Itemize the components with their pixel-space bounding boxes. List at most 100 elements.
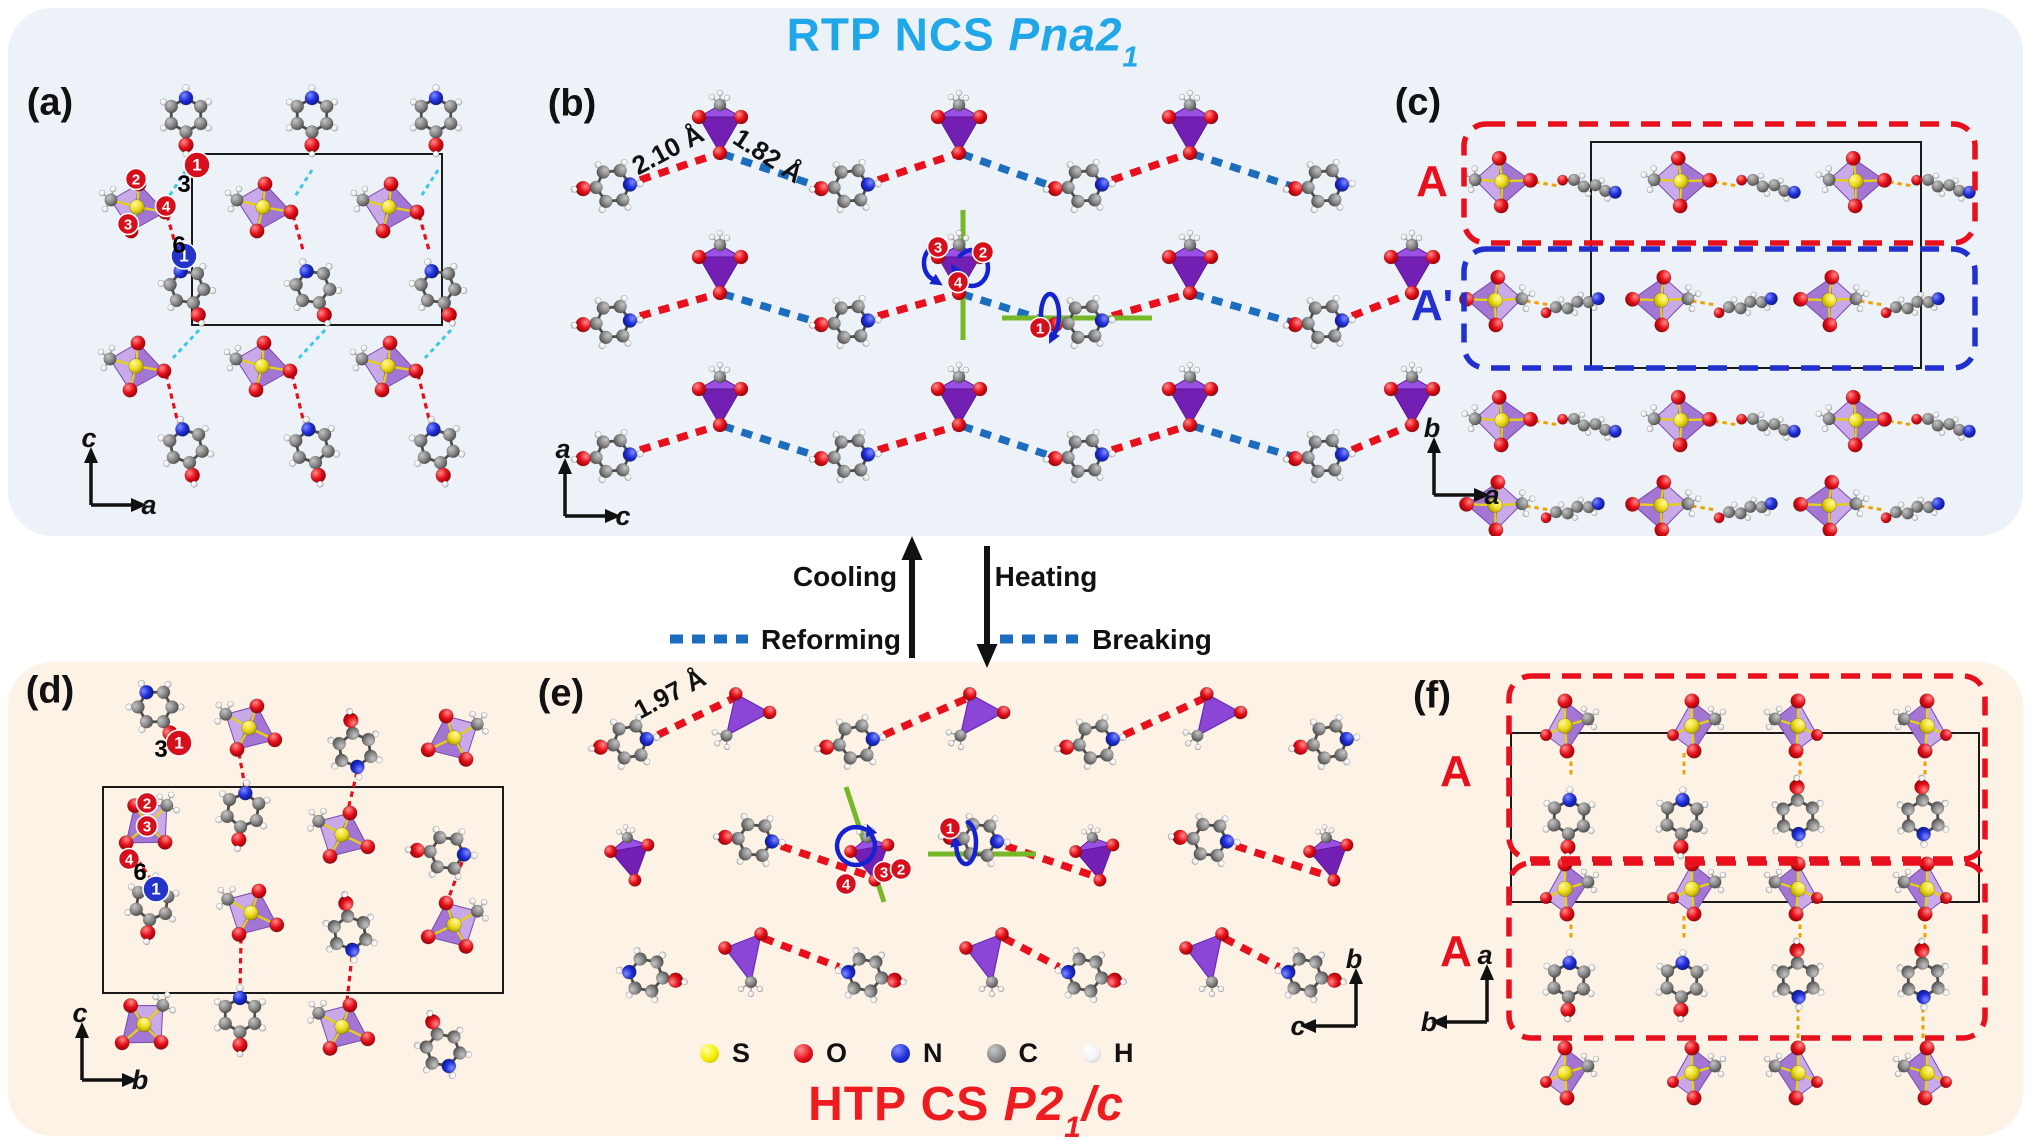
pyridinol-molecule xyxy=(1655,786,1709,860)
site-number-badge xyxy=(183,151,211,179)
layer-Aprime-outline xyxy=(1461,246,1978,371)
pyridinol-molecule xyxy=(159,84,213,158)
pyridinol-molecule xyxy=(1542,786,1596,860)
site-number-text: 3 xyxy=(880,865,888,882)
methanesulfonate-tetrahedron xyxy=(1640,150,1717,214)
unit-cell-outline xyxy=(102,786,504,994)
reforming-label: Reforming xyxy=(761,624,901,655)
htp-phase-title: HTP CS P21/c xyxy=(808,1077,1124,1144)
carbon-atom-icon xyxy=(986,1044,1006,1063)
hydrogen-bond-orange xyxy=(1534,419,1560,427)
hydrogen-bond-orange xyxy=(1713,180,1739,188)
methanesulfonate-tetrahedron xyxy=(1461,389,1538,453)
pyridinol-edge-on xyxy=(1880,291,1945,319)
pyridinol-molecule xyxy=(1042,158,1116,214)
site-number-text: 1 xyxy=(192,156,201,175)
hydrogen-bond-orange xyxy=(1859,299,1885,307)
hydrogen-bond-orange xyxy=(1859,504,1885,512)
pyridinol-edge-on xyxy=(1540,496,1605,524)
methanesulfonate-tetrahedron xyxy=(711,687,777,751)
htp-space-group-axis: c xyxy=(1096,1078,1124,1132)
methanesulfonate-tetrahedron xyxy=(1161,229,1219,301)
site-number-badge xyxy=(142,875,170,903)
pyridinol-edge-on xyxy=(1713,291,1778,319)
methanesulfonate-tetrahedron xyxy=(1640,389,1717,453)
hydrogen-bond-cyan xyxy=(171,328,201,360)
rtp-phase-title: RTP NCS Pna21 xyxy=(787,7,1140,73)
pyridinol-molecule xyxy=(1282,428,1356,484)
site-number-text: 4 xyxy=(125,852,134,869)
axis-indicator: bc xyxy=(1290,944,1363,1041)
methanesulfonate-tetrahedron xyxy=(1666,856,1727,922)
methanesulfonate-tetrahedron xyxy=(1069,824,1120,887)
methanesulfonate-tetrahedron xyxy=(1461,150,1538,214)
hydrogen-bond-red xyxy=(638,422,719,454)
hydrogen-atom-icon xyxy=(1082,1044,1102,1063)
methanesulfonate-tetrahedron xyxy=(1815,389,1892,453)
rotation-arrow xyxy=(953,820,979,867)
legend-item-N: N xyxy=(891,1038,943,1069)
breaking-label: Breaking xyxy=(1092,624,1212,655)
site-number-badge xyxy=(926,235,950,259)
hydrogen-bond-redthin xyxy=(291,214,305,251)
methanesulfonate-tetrahedron xyxy=(114,991,176,1051)
pyridinol-molecule xyxy=(215,779,271,853)
hydrogen-bond-red xyxy=(761,934,841,971)
pyridinol-molecule xyxy=(808,158,882,214)
axis-letter-horizontal: c xyxy=(1290,1011,1305,1041)
layer-A-outline xyxy=(1461,121,1978,246)
site-number-badge xyxy=(165,729,193,757)
oxygen-atom-icon xyxy=(794,1044,814,1063)
cooling-label: Cooling xyxy=(792,561,898,592)
hydrogen-bond-redthin xyxy=(164,373,180,424)
axis-letter-vertical: b xyxy=(1346,944,1363,974)
methanesulfonate-tetrahedron xyxy=(307,997,376,1056)
layer-label-f-A-bottom: A xyxy=(1440,927,1472,976)
methanesulfonate-tetrahedron xyxy=(1539,856,1600,922)
methanesulfonate-tetrahedron xyxy=(97,335,172,398)
panel-label-e: (e) xyxy=(537,672,585,715)
axis-letter-vertical: a xyxy=(1477,940,1492,970)
methanesulfonate-tetrahedron xyxy=(1539,693,1600,759)
htp-space-group-slash: / xyxy=(1081,1078,1097,1132)
methanesulfonate-tetrahedron xyxy=(350,176,425,239)
pyridinol-molecule xyxy=(1542,949,1596,1023)
pyridinol-molecule xyxy=(327,707,383,781)
hydrogen-bond-red xyxy=(1350,290,1411,320)
methanesulfonate-tetrahedron xyxy=(1763,693,1824,759)
axis-letter-horizontal: a xyxy=(141,490,156,520)
pyridinol-molecule xyxy=(1771,937,1825,1011)
site-number-badge xyxy=(834,872,858,896)
methanesulfonate-tetrahedron xyxy=(1892,1040,1953,1106)
pyridinol-molecule xyxy=(1896,774,1950,848)
panel-label-f: (f) xyxy=(1413,674,1451,717)
methanesulfonate-tetrahedron xyxy=(1161,361,1219,433)
site-number-badge xyxy=(154,194,178,218)
methanesulfonate-tetrahedron xyxy=(420,895,489,954)
hydrogen-bond-cyan xyxy=(292,169,314,199)
site-number-text: 4 xyxy=(954,275,963,292)
rtp-space-group: Pna2 xyxy=(1008,8,1123,61)
methanesulfonate-tetrahedron xyxy=(844,824,895,887)
nitrogen-atom-icon xyxy=(891,1044,911,1063)
pyridinol-molecule xyxy=(1771,774,1825,848)
layer-label-c-A: A xyxy=(1416,157,1448,206)
htp-space-group: P2 xyxy=(1003,1078,1065,1132)
pyridinol-edge-on xyxy=(1557,172,1622,202)
axis-letter-horizontal: b xyxy=(132,1065,149,1095)
hydrogen-bond-red xyxy=(638,150,719,184)
site-number-text: 2 xyxy=(979,245,987,262)
methanesulfonate-tetrahedron xyxy=(718,927,768,998)
site-number-badge xyxy=(116,212,140,236)
methanesulfonate-tetrahedron xyxy=(604,824,655,887)
methanesulfonate-tetrahedron xyxy=(1182,687,1248,751)
pyridinol-molecule xyxy=(1054,714,1127,770)
hydrogen-bond-orange xyxy=(1888,419,1914,427)
hydrogen-bond-red xyxy=(1122,694,1207,739)
hydrogen-bond-orange xyxy=(1888,180,1914,188)
hydrogen-bond-blue xyxy=(721,422,822,461)
hydrogen-bond-red xyxy=(1004,842,1096,880)
hydrogen-bond-blue xyxy=(721,290,822,327)
hbond-number-label: 3 xyxy=(177,171,190,198)
axis-letter-vertical: c xyxy=(81,423,96,453)
